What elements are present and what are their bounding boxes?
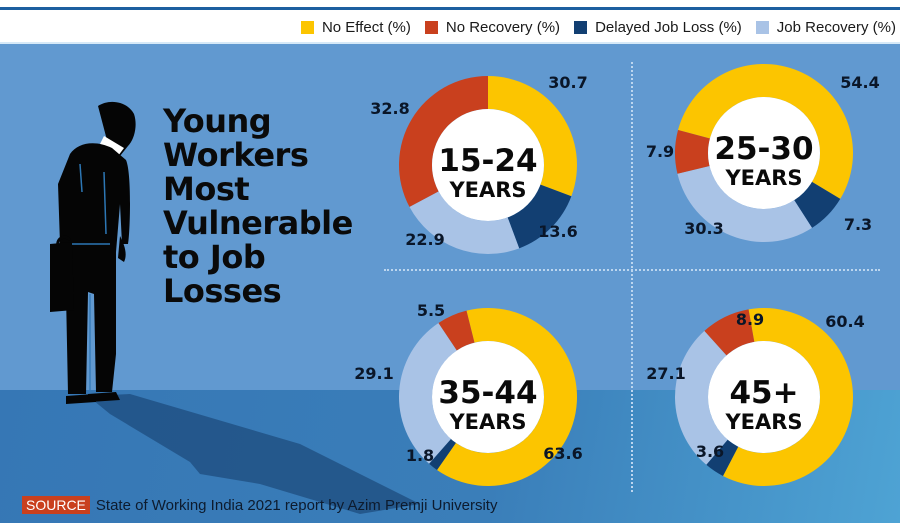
legend-item-no-effect: No Effect (%) xyxy=(300,18,411,36)
donut-hole xyxy=(432,109,544,221)
donut-segment-no-effect xyxy=(488,76,577,197)
donut-segment-job-recovery xyxy=(675,330,728,465)
top-rule xyxy=(0,7,900,10)
donut-hole xyxy=(432,341,544,453)
data-label-no-effect: 63.6 xyxy=(543,444,582,463)
source-line: SOURCE State of Working India 2021 repor… xyxy=(22,496,497,514)
headline-line: Vulnerable xyxy=(163,204,353,242)
donut-segment-delayed-job-loss xyxy=(794,181,841,228)
data-label-no-effect: 54.4 xyxy=(840,73,879,92)
data-label-no-effect: 30.7 xyxy=(548,73,587,92)
worker-illustration xyxy=(50,101,420,514)
donut-hole xyxy=(708,97,820,209)
data-label-delayed-job-loss: 13.6 xyxy=(538,222,577,241)
donut-hole xyxy=(708,341,820,453)
legend-label: Job Recovery (%) xyxy=(776,18,896,36)
headline-line: Young xyxy=(163,102,272,140)
infographic-panel: Young Workers Most Vulnerable to Job Los… xyxy=(0,44,900,523)
legend: No Effect (%) No Recovery (%) Delayed Jo… xyxy=(300,16,896,38)
donut-segment-job-recovery xyxy=(409,191,520,255)
source-text: State of Working India 2021 report by Az… xyxy=(95,496,498,514)
grid-divider-horizontal xyxy=(384,269,880,271)
data-label-delayed-job-loss: 3.6 xyxy=(696,442,724,461)
donut-years-label: YEARS xyxy=(448,178,526,202)
legend-swatch-delayed-job-loss xyxy=(574,20,588,34)
donut-segment-no-recovery xyxy=(438,310,475,351)
data-label-no-recovery: 7.9 xyxy=(646,142,674,161)
headline-line: Most xyxy=(163,170,250,208)
donut-segment-no-recovery xyxy=(675,129,710,174)
source-tag: SOURCE xyxy=(22,496,90,514)
donut-segment-no-effect xyxy=(437,308,577,486)
legend-label: No Recovery (%) xyxy=(445,18,561,36)
legend-rule xyxy=(0,42,900,44)
data-label-job-recovery: 29.1 xyxy=(354,364,393,383)
data-label-no-recovery: 5.5 xyxy=(417,301,445,320)
headline-line: Workers xyxy=(163,136,309,174)
data-label-job-recovery: 30.3 xyxy=(684,219,723,238)
donut-age-label: 35-44 xyxy=(438,375,537,411)
donut-years-label: YEARS xyxy=(448,410,526,434)
donut-years-label: YEARS xyxy=(724,410,802,434)
donut-segment-job-recovery xyxy=(399,323,457,464)
man-silhouette-icon xyxy=(50,101,136,404)
legend-label: Delayed Job Loss (%) xyxy=(595,18,742,36)
legend-item-no-recovery: No Recovery (%) xyxy=(424,18,561,36)
donut-segment-job-recovery xyxy=(677,166,813,243)
donut-years-label: YEARS xyxy=(724,166,802,190)
legend-swatch-job-recovery xyxy=(755,20,769,34)
donut-segment-no-effect xyxy=(678,63,853,199)
donut-charts: 15-24YEARS30.713.622.932.825-30YEARS54.4… xyxy=(354,63,880,486)
donut-segment-no-recovery xyxy=(704,309,755,356)
donut-age-label: 25-30 xyxy=(714,131,813,167)
donut-segment-delayed-job-loss xyxy=(429,438,456,470)
data-label-job-recovery: 27.1 xyxy=(646,364,685,383)
legend-item-delayed-job-loss: Delayed Job Loss (%) xyxy=(574,19,742,36)
donut-segment-delayed-job-loss xyxy=(706,439,739,476)
donut-segment-no-recovery xyxy=(399,75,489,207)
data-label-no-effect: 60.4 xyxy=(825,312,864,331)
data-label-delayed-job-loss: 7.3 xyxy=(844,215,872,234)
data-label-no-recovery: 32.8 xyxy=(370,99,409,118)
headline: Young Workers Most Vulnerable to Job Los… xyxy=(163,104,353,308)
legend-label: No Effect (%) xyxy=(321,18,411,36)
headline-line: Losses xyxy=(163,272,282,310)
data-label-delayed-job-loss: 1.8 xyxy=(406,446,434,465)
shadow xyxy=(88,394,420,514)
headline-line: to Job xyxy=(163,238,266,276)
data-label-job-recovery: 22.9 xyxy=(405,230,444,249)
legend-swatch-no-effect xyxy=(300,20,314,34)
data-label-no-recovery: 8.9 xyxy=(736,310,764,329)
donut-age-label: 15-24 xyxy=(438,143,537,179)
legend-swatch-no-recovery xyxy=(424,20,438,34)
legend-item-job-recovery: Job Recovery (%) xyxy=(755,18,896,36)
donut-age-label: 45+ xyxy=(729,375,798,411)
donut-segment-no-effect xyxy=(722,308,854,486)
donut-segment-delayed-job-loss xyxy=(507,184,572,249)
donut-chart-45-plus: 45+YEARS 60.4 3.6 27.1 8.9 xyxy=(646,308,865,486)
grid-divider-vertical xyxy=(631,62,633,492)
